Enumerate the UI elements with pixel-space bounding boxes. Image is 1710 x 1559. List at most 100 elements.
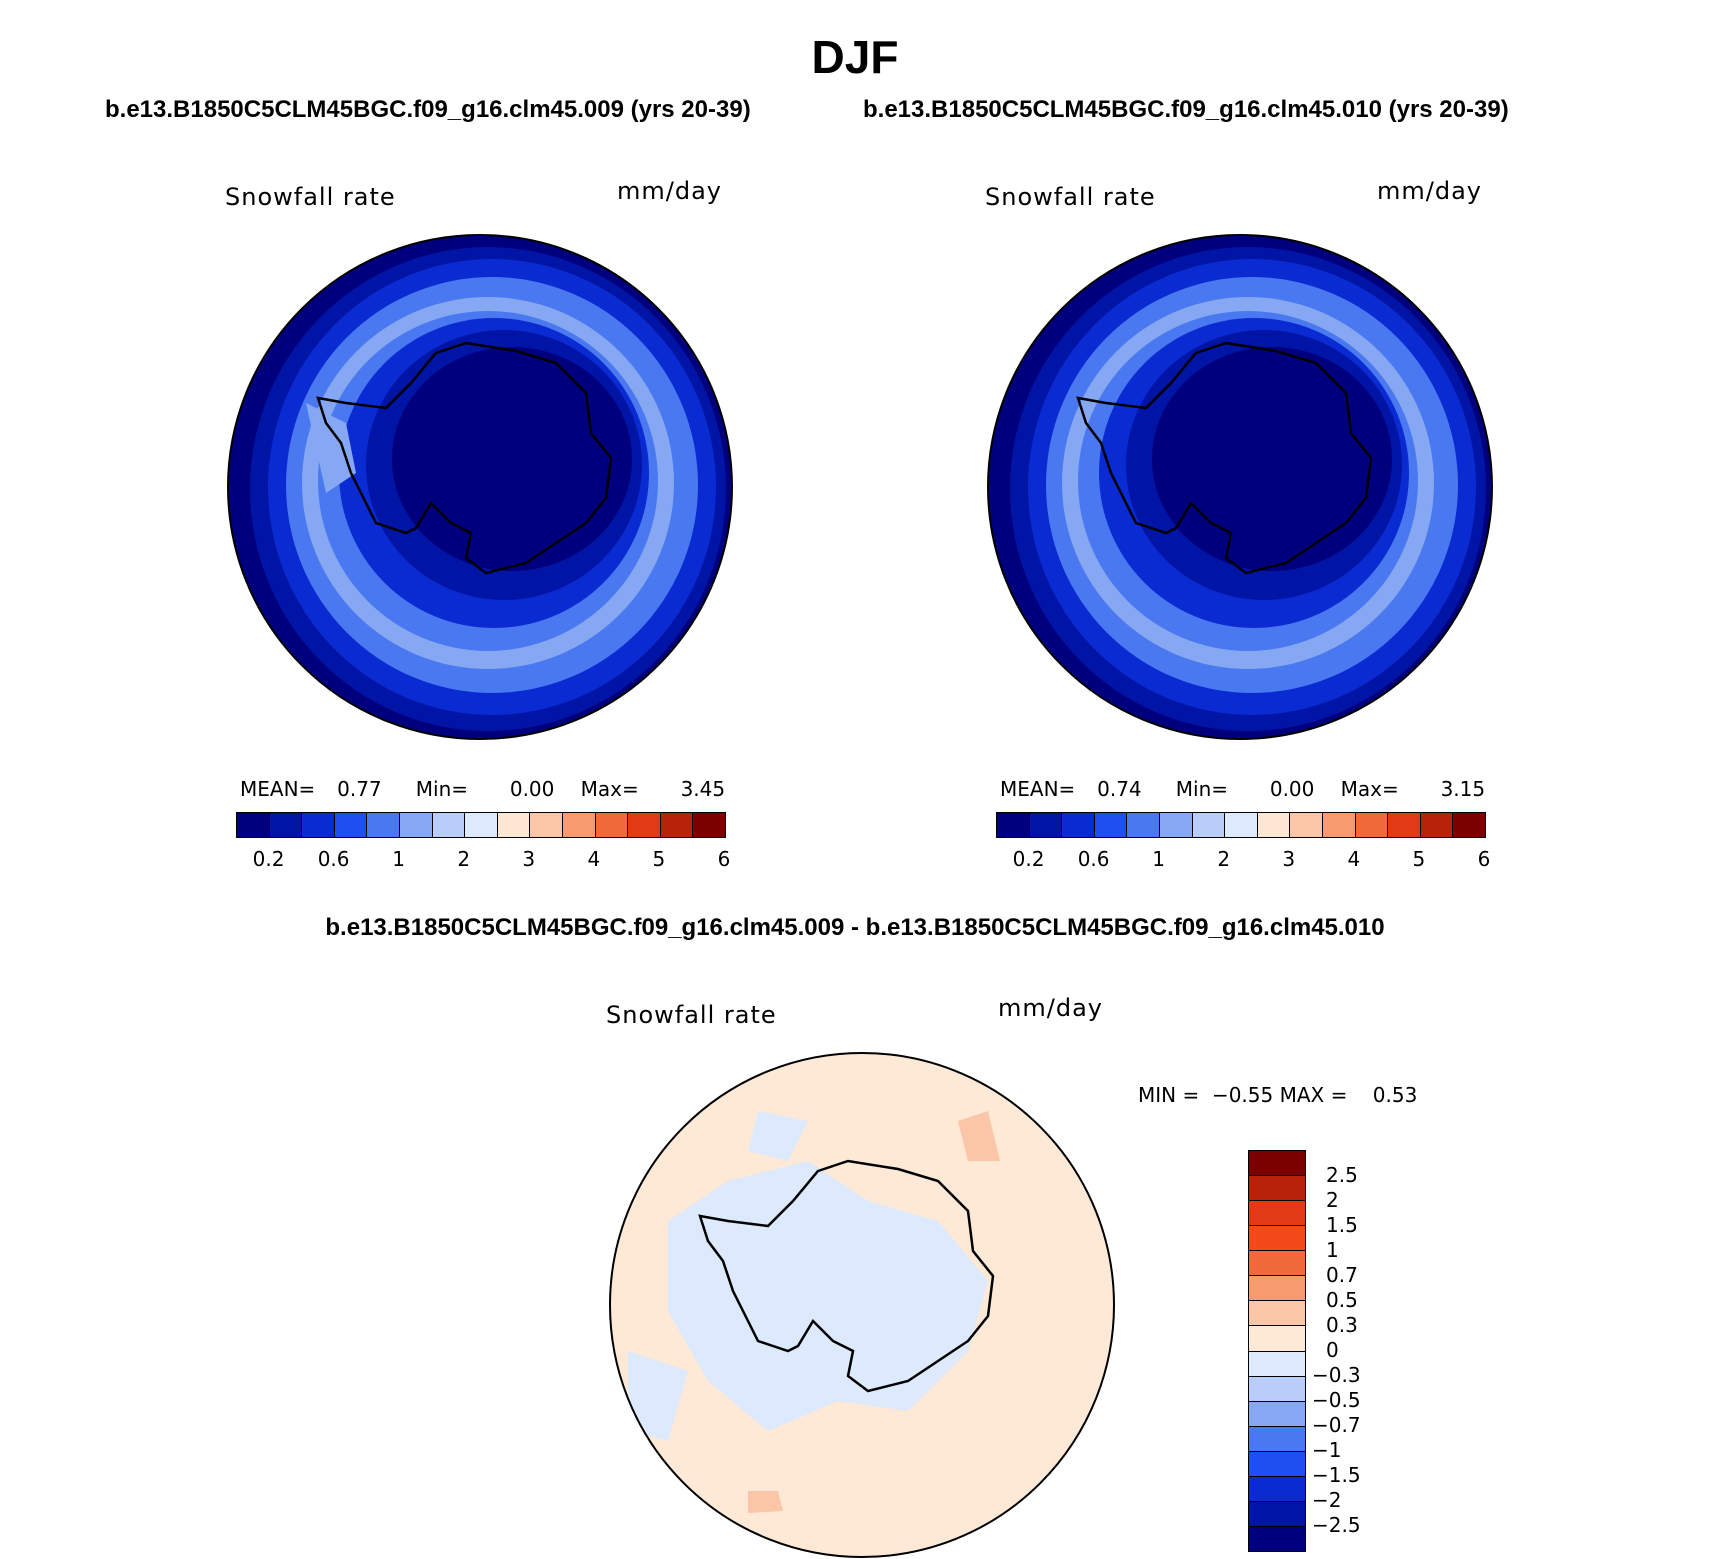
map1-coastline [316,341,613,575]
diff-colorbar-swatch [1249,1376,1305,1402]
colorbar-tick-label: 0.2 [252,847,285,871]
diff-colorbar-tick-label: −1.5 [1312,1463,1361,1487]
diff-variable-label: Snowfall rate [606,1001,777,1029]
panel2-stats: MEAN= 0.74 Min= 0.00 Max= 3.15 [1000,777,1485,801]
diff-colorbar-swatch [1249,1226,1305,1252]
main-title: DJF [811,31,899,83]
panel1-mean-value: 0.77 [337,777,382,801]
colorbar-swatch [997,813,1030,837]
colorbar-tick-label: 1 [392,847,406,871]
diff-colorbar-swatch [1249,1201,1305,1227]
diff-colorbar-tick-label: 1 [1326,1238,1339,1262]
colorbar-swatch [1290,813,1323,837]
colorbar-swatch [595,813,629,837]
diff-colorbar-tick-label: −0.5 [1312,1388,1361,1412]
colorbar-swatch [1388,813,1421,837]
colorbar-swatch [1192,813,1226,837]
panel2-units-label: mm/day [1377,177,1482,205]
map1-field [228,235,732,739]
colorbar-swatch [367,813,400,837]
colorbar-tick-label: 4 [587,847,601,871]
panel2-variable-label: Snowfall rate [985,183,1156,211]
colorbar-swatch [497,813,531,837]
colorbar-swatch [334,813,368,837]
difference-colorbar [1248,1150,1306,1552]
diff-colorbar-swatch [1249,1176,1305,1202]
colorbar-swatch [562,813,596,837]
panel1-max-label: Max= [580,777,639,801]
colorbar-tick-label: 2 [1217,847,1231,871]
colorbar-swatch [1127,813,1160,837]
difference-title: b.e13.B1850C5CLM45BGC.f09_g16.clm45.009 … [325,914,1385,941]
diff-colorbar-swatch [1249,1276,1305,1302]
colorbar-swatch [237,813,270,837]
snowfall-map-case-009 [227,234,733,740]
colorbar-swatch [693,813,725,837]
panel1-min-value: 0.00 [509,777,555,801]
colorbar-swatch [660,813,694,837]
panel1-max-value: 3.45 [680,777,726,801]
colorbar-swatch [1159,813,1193,837]
colorbar-swatch [1225,813,1258,837]
colorbar-swatch [530,813,563,837]
panel1-colorbar [236,812,726,838]
colorbar-tick-label: 6 [717,847,731,871]
colorbar-tick-label: 0.2 [1012,847,1045,871]
colorbar-swatch [1029,813,1063,837]
colorbar-swatch [465,813,498,837]
diff-coastline [698,1159,995,1393]
diff-colorbar-swatch [1249,1151,1305,1177]
diff-colorbar-swatch [1249,1326,1305,1352]
colorbar-swatch [1257,813,1291,837]
colorbar-swatch [302,813,335,837]
diff-colorbar-swatch [1249,1501,1305,1527]
diff-colorbar-tick-label: −2 [1312,1488,1342,1512]
diff-units-label: mm/day [998,994,1103,1022]
diff-colorbar-swatch [1249,1401,1305,1427]
panel2-min-label: Min= [1175,777,1229,801]
colorbar-tick-label: 2 [457,847,471,871]
panel2-max-label: Max= [1340,777,1399,801]
panel2-mean-label: MEAN= [1000,777,1076,801]
map2-field [988,235,1492,739]
case-title-right: b.e13.B1850C5CLM45BGC.f09_g16.clm45.010 … [863,96,1509,123]
colorbar-tick-label: 0.6 [317,847,350,871]
diff-colorbar-tick-label: 1.5 [1326,1213,1358,1237]
diff-colorbar-swatch [1249,1351,1305,1377]
diff-colorbar-swatch [1249,1426,1305,1452]
diff-colorbar-tick-label: −2.5 [1312,1513,1361,1537]
colorbar-swatch [432,813,466,837]
colorbar-swatch [628,813,661,837]
panel1-stats: MEAN= 0.77 Min= 0.00 Max= 3.45 [240,777,725,801]
colorbar-tick-label: 5 [652,847,666,871]
diff-colorbar-swatch [1249,1476,1305,1502]
colorbar-swatch [1094,813,1128,837]
colorbar-swatch [1355,813,1389,837]
panel2-min-value: 0.00 [1269,777,1315,801]
diff-colorbar-swatch [1249,1451,1305,1477]
diff-stats: MIN = −0.55 MAX = 0.53 [1138,1083,1418,1107]
diff-colorbar-tick-label: 2 [1326,1188,1339,1212]
panel2-mean-value: 0.74 [1097,777,1142,801]
diff-colorbar-swatch [1249,1251,1305,1277]
panel1-min-label: Min= [415,777,469,801]
diff-colorbar-swatch [1249,1526,1305,1551]
panel1-units-label: mm/day [617,177,722,205]
colorbar-swatch [1420,813,1454,837]
colorbar-tick-label: 0.6 [1077,847,1110,871]
diff-colorbar-tick-label: 0.3 [1326,1313,1358,1337]
diff-colorbar-tick-label: 0.7 [1326,1263,1358,1287]
colorbar-tick-label: 1 [1152,847,1166,871]
diff-colorbar-tick-label: 0 [1326,1338,1339,1362]
diff-colorbar-tick-label: −0.7 [1312,1413,1361,1437]
colorbar-swatch [1062,813,1095,837]
diff-map-field [610,1053,1114,1557]
snowfall-map-case-010 [987,234,1493,740]
colorbar-tick-label: 3 [1282,847,1296,871]
colorbar-tick-label: 3 [522,847,536,871]
colorbar-swatch [399,813,433,837]
colorbar-swatch [1322,813,1356,837]
diff-colorbar-tick-label: −1 [1312,1438,1342,1462]
diff-colorbar-tick-label: 0.5 [1326,1288,1358,1312]
panel1-variable-label: Snowfall rate [225,183,396,211]
